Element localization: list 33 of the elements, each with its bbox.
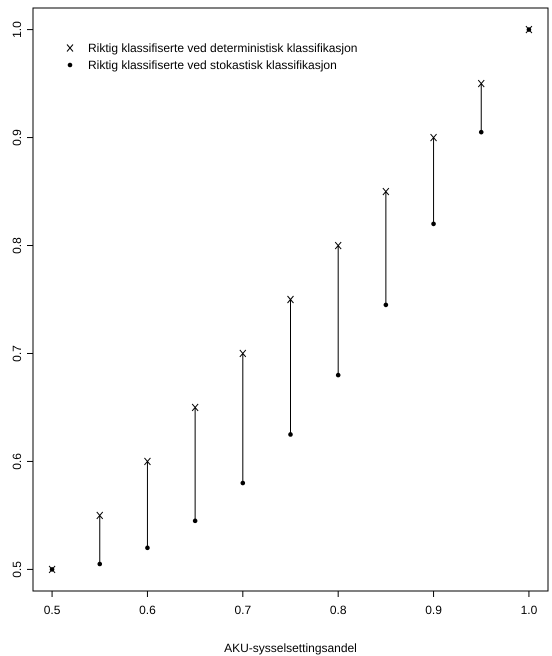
y-tick-label: 0.5 — [10, 560, 24, 578]
x-tick-label: 0.5 — [44, 603, 61, 617]
point — [145, 546, 150, 550]
point — [478, 80, 485, 88]
y-tick-label: 0.6 — [10, 452, 24, 470]
legend-label: Riktig klassifiserte ved stokastisk klassifikasjon — [88, 58, 337, 72]
point — [382, 188, 390, 196]
point — [431, 222, 436, 226]
x-tick-label: 0.8 — [330, 603, 347, 617]
y-tick-label: 0.8 — [10, 236, 24, 254]
point — [239, 349, 246, 358]
point — [192, 518, 198, 524]
point — [97, 562, 102, 566]
point — [96, 511, 104, 520]
y-tick-label: 0.7 — [10, 344, 24, 362]
point — [287, 296, 294, 304]
y-tick-label: 0.9 — [10, 128, 24, 146]
point — [334, 242, 342, 250]
x-tick-label: 0.9 — [425, 603, 442, 617]
point — [240, 480, 246, 486]
point — [144, 457, 151, 466]
y-tick-label: 1.0 — [10, 20, 24, 38]
point — [336, 372, 340, 378]
x-tick-label: 1.0 — [520, 603, 538, 617]
x-axis-title: AKU-sysselsettingsandel — [224, 641, 357, 655]
x-tick-label: 0.7 — [234, 603, 252, 617]
point — [384, 302, 388, 308]
point — [192, 403, 199, 412]
x-tick-label: 0.6 — [139, 603, 156, 617]
point — [288, 432, 293, 437]
point — [478, 130, 484, 134]
point — [430, 134, 438, 142]
legend-label: Riktig klassifiserte ved deterministisk klassifikasjon — [88, 41, 358, 55]
